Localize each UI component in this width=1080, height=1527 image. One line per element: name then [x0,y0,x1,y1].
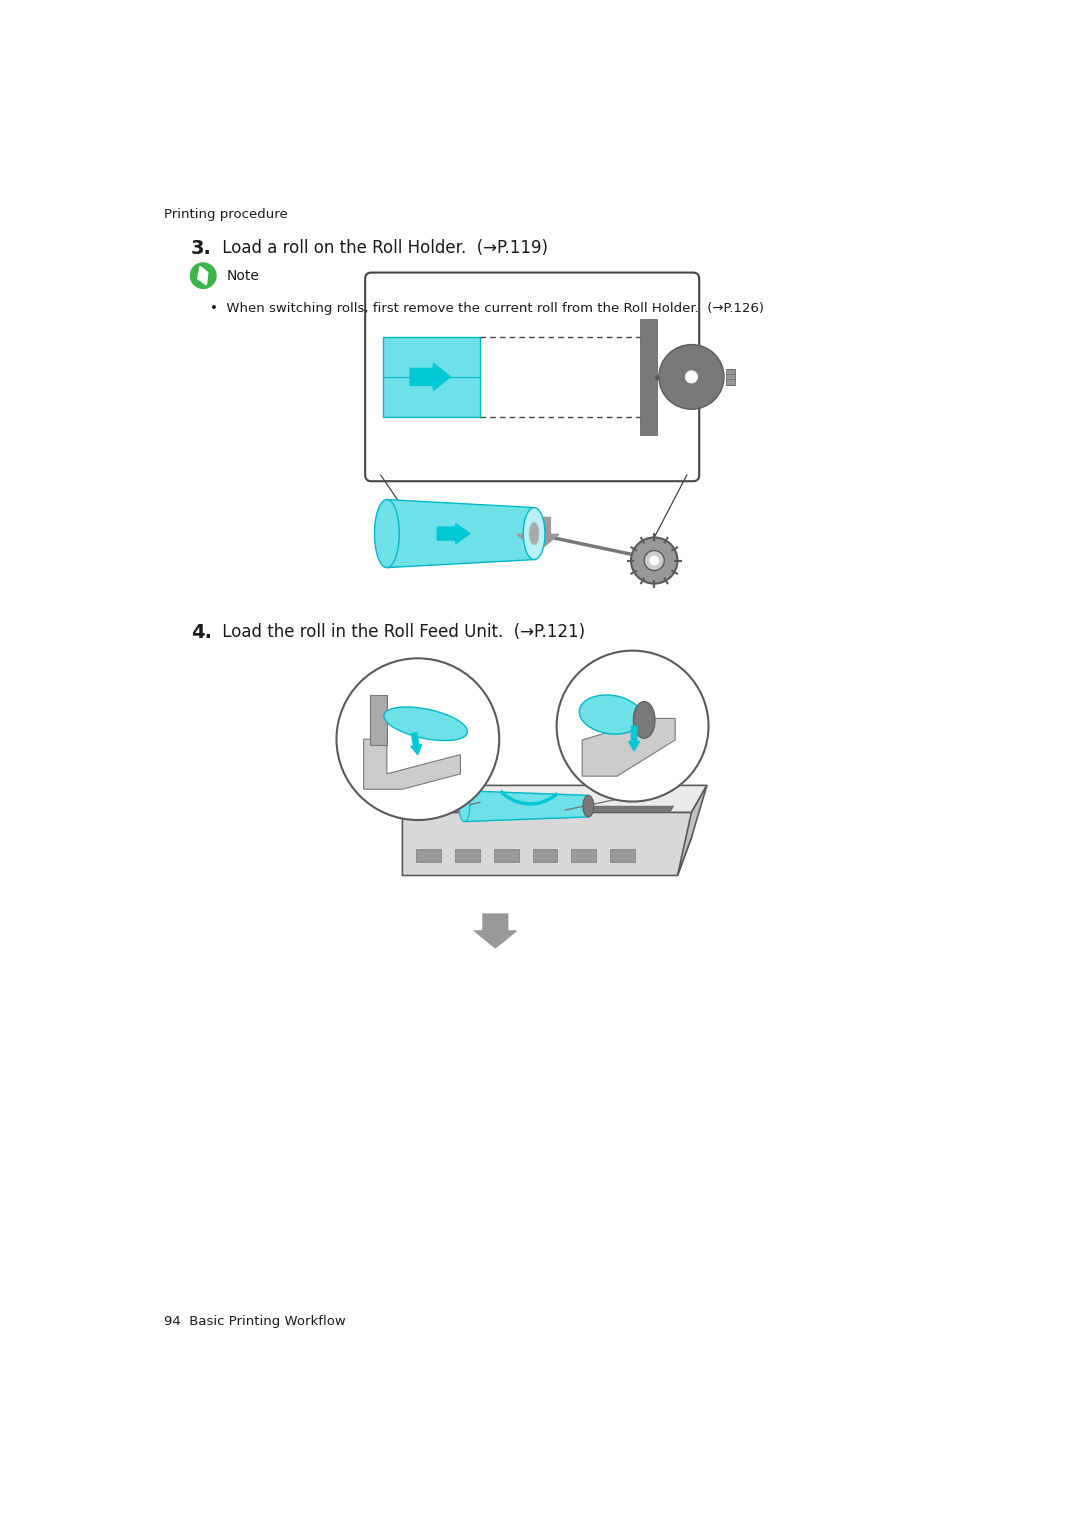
Polygon shape [364,739,460,789]
Ellipse shape [667,356,681,399]
FancyArrow shape [410,733,421,754]
FancyArrow shape [437,524,470,544]
FancyArrow shape [629,727,639,751]
Ellipse shape [459,791,470,822]
Ellipse shape [524,507,545,559]
Text: Load the roll in the Roll Feed Unit.  (→P.121): Load the roll in the Roll Feed Unit. (→P… [217,623,585,641]
Ellipse shape [529,522,539,545]
Text: 94  Basic Printing Workflow: 94 Basic Printing Workflow [164,1315,347,1328]
Circle shape [190,263,216,289]
Bar [494,849,518,861]
Bar [416,849,441,861]
Circle shape [631,538,677,583]
Polygon shape [403,812,691,875]
Bar [383,337,480,417]
Ellipse shape [583,796,594,817]
Bar [726,370,734,385]
FancyBboxPatch shape [365,272,699,481]
Circle shape [337,658,499,820]
Text: 3.: 3. [191,238,212,258]
Bar [369,695,387,745]
Polygon shape [677,785,707,875]
Polygon shape [387,499,535,568]
Bar [571,849,596,861]
Circle shape [659,345,724,409]
FancyArrow shape [474,915,516,948]
Polygon shape [582,718,675,776]
FancyArrow shape [517,518,559,551]
Text: Printing procedure: Printing procedure [164,208,288,221]
Bar [640,319,658,435]
Ellipse shape [633,701,656,739]
Circle shape [685,371,698,383]
Circle shape [649,556,659,565]
Polygon shape [198,266,207,286]
Ellipse shape [579,695,643,734]
Ellipse shape [383,707,468,741]
Circle shape [556,651,708,802]
Text: •  When switching rolls, first remove the current roll from the Roll Holder.  (→: • When switching rolls, first remove the… [211,302,765,315]
Bar [532,849,557,861]
Polygon shape [464,791,589,822]
Bar [610,849,635,861]
Bar [455,849,480,861]
FancyArrow shape [410,363,450,391]
Text: 4.: 4. [191,623,212,641]
Text: Load a roll on the Roll Holder.  (→P.119): Load a roll on the Roll Holder. (→P.119) [217,238,549,257]
Circle shape [644,551,664,571]
Polygon shape [426,806,674,812]
Polygon shape [403,785,707,812]
Ellipse shape [375,499,400,568]
Text: Note: Note [227,269,259,282]
